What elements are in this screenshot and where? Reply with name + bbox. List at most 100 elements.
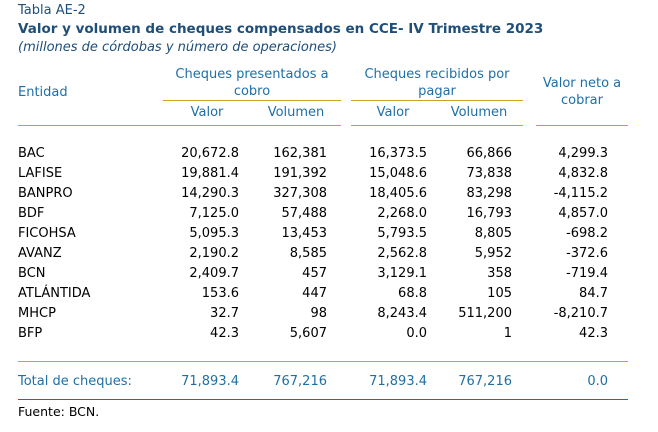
cell-entity: BFP bbox=[18, 326, 43, 341]
cell-rec-value: 0.0 bbox=[406, 326, 427, 341]
cell-pres-volume: 191,392 bbox=[273, 166, 327, 181]
header-entity: Entidad bbox=[18, 85, 68, 100]
cell-pres-volume: 57,488 bbox=[281, 206, 328, 221]
table-subtitle: (millones de córdobas y número de operac… bbox=[18, 40, 337, 55]
table-row: BAC 20,672.8 162,381 16,373.5 66,866 4,2… bbox=[0, 146, 658, 166]
cell-net: -698.2 bbox=[566, 226, 608, 241]
table-title: Valor y volumen de cheques compensados e… bbox=[18, 21, 544, 37]
header-received: Cheques recibidos por pagar bbox=[351, 66, 523, 100]
table-row: MHCP 32.7 98 8,243.4 511,200 -8,210.7 bbox=[0, 306, 658, 326]
table-row: LAFISE 19,881.4 191,392 15,048.6 73,838 … bbox=[0, 166, 658, 186]
cell-pres-value: 153.6 bbox=[201, 286, 239, 301]
total-pres-value: 71,893.4 bbox=[181, 374, 239, 389]
header-received-line1: Cheques recibidos por bbox=[364, 67, 510, 82]
table-row: AVANZ 2,190.2 8,585 2,562.8 5,952 -372.6 bbox=[0, 246, 658, 266]
cell-pres-volume: 8,585 bbox=[289, 246, 327, 261]
cell-rec-value: 18,405.6 bbox=[369, 186, 427, 201]
source-note: Fuente: BCN. bbox=[18, 404, 100, 419]
cell-pres-value: 19,881.4 bbox=[181, 166, 239, 181]
cell-rec-volume: 73,838 bbox=[466, 166, 513, 181]
cell-entity: FICOHSA bbox=[18, 226, 76, 241]
cell-rec-volume: 83,298 bbox=[466, 186, 513, 201]
table-row: BFP 42.3 5,607 0.0 1 42.3 bbox=[0, 326, 658, 346]
cell-rec-volume: 358 bbox=[487, 266, 512, 281]
cell-entity: MHCP bbox=[18, 306, 56, 321]
cell-pres-value: 7,125.0 bbox=[189, 206, 239, 221]
rule-presented bbox=[163, 100, 341, 101]
table-row: BCN 2,409.7 457 3,129.1 358 -719.4 bbox=[0, 266, 658, 286]
rule-received bbox=[351, 100, 523, 101]
table-row: FICOHSA 5,095.3 13,453 5,793.5 8,805 -69… bbox=[0, 226, 658, 246]
cell-entity: BAC bbox=[18, 146, 45, 161]
table-row: BDF 7,125.0 57,488 2,268.0 16,793 4,857.… bbox=[0, 206, 658, 226]
cell-pres-volume: 327,308 bbox=[273, 186, 327, 201]
table-row: BANPRO 14,290.3 327,308 18,405.6 83,298 … bbox=[0, 186, 658, 206]
cell-rec-value: 16,373.5 bbox=[369, 146, 427, 161]
cell-pres-volume: 13,453 bbox=[281, 226, 328, 241]
header-net-line2: cobrar bbox=[560, 93, 603, 108]
cell-pres-volume: 457 bbox=[302, 266, 327, 281]
cell-pres-value: 32.7 bbox=[210, 306, 239, 321]
cell-pres-value: 2,190.2 bbox=[189, 246, 239, 261]
header-pres-value: Valor bbox=[190, 105, 224, 120]
total-rec-value: 71,893.4 bbox=[369, 374, 427, 389]
cell-rec-volume: 66,866 bbox=[466, 146, 513, 161]
cell-rec-value: 2,268.0 bbox=[377, 206, 427, 221]
header-pres-volume: Volumen bbox=[267, 105, 325, 120]
cell-pres-volume: 162,381 bbox=[273, 146, 327, 161]
rule-header-bottom-net bbox=[536, 125, 628, 126]
cell-pres-value: 42.3 bbox=[210, 326, 239, 341]
cell-net: -372.6 bbox=[566, 246, 608, 261]
cell-entity: BDF bbox=[18, 206, 45, 221]
cell-net: -8,210.7 bbox=[553, 306, 608, 321]
cell-rec-value: 8,243.4 bbox=[377, 306, 427, 321]
cell-entity: BANPRO bbox=[18, 186, 73, 201]
rule-header-bottom bbox=[18, 125, 341, 126]
cell-entity: BCN bbox=[18, 266, 46, 281]
cell-rec-volume: 16,793 bbox=[466, 206, 513, 221]
header-rec-volume: Volumen bbox=[450, 105, 508, 120]
cell-net: 4,857.0 bbox=[558, 206, 608, 221]
cell-rec-volume: 1 bbox=[503, 326, 512, 341]
cell-entity: AVANZ bbox=[18, 246, 62, 261]
cell-rec-volume: 511,200 bbox=[458, 306, 512, 321]
header-presented: Cheques presentados a cobro bbox=[163, 66, 341, 100]
total-label: Total de cheques: bbox=[18, 374, 132, 389]
cell-rec-value: 5,793.5 bbox=[377, 226, 427, 241]
header-net: Valor neto a cobrar bbox=[536, 75, 628, 109]
cell-rec-value: 15,048.6 bbox=[369, 166, 427, 181]
cell-rec-volume: 8,805 bbox=[474, 226, 512, 241]
header-presented-line1: Cheques presentados a bbox=[175, 67, 329, 82]
total-pres-volume: 767,216 bbox=[273, 374, 327, 389]
header-rec-value: Valor bbox=[376, 105, 410, 120]
cell-pres-volume: 447 bbox=[302, 286, 327, 301]
total-rec-volume: 767,216 bbox=[458, 374, 512, 389]
total-net: 0.0 bbox=[587, 374, 608, 389]
cell-pres-volume: 5,607 bbox=[289, 326, 327, 341]
cell-pres-value: 5,095.3 bbox=[189, 226, 239, 241]
cell-rec-value: 68.8 bbox=[398, 286, 427, 301]
cell-net: 42.3 bbox=[579, 326, 608, 341]
table-tag: Tabla AE-2 bbox=[18, 3, 86, 18]
cell-net: 4,832.8 bbox=[558, 166, 608, 181]
rule-after-total bbox=[18, 399, 628, 400]
cell-net: 4,299.3 bbox=[558, 146, 608, 161]
header-presented-line2: cobro bbox=[233, 84, 271, 99]
cell-entity: ATLÁNTIDA bbox=[18, 286, 91, 301]
header-net-line1: Valor neto a bbox=[542, 76, 622, 91]
header-received-line2: pagar bbox=[418, 84, 456, 99]
cell-pres-value: 14,290.3 bbox=[181, 186, 239, 201]
cell-pres-value: 20,672.8 bbox=[181, 146, 239, 161]
cell-rec-value: 3,129.1 bbox=[377, 266, 427, 281]
cell-rec-volume: 105 bbox=[487, 286, 512, 301]
rule-before-total bbox=[18, 361, 628, 362]
cell-net: -719.4 bbox=[566, 266, 608, 281]
total-row: Total de cheques: 71,893.4 767,216 71,89… bbox=[0, 374, 658, 394]
table-row: ATLÁNTIDA 153.6 447 68.8 105 84.7 bbox=[0, 286, 658, 306]
cell-pres-volume: 98 bbox=[310, 306, 327, 321]
cell-net: -4,115.2 bbox=[553, 186, 608, 201]
cell-net: 84.7 bbox=[579, 286, 608, 301]
cell-entity: LAFISE bbox=[18, 166, 63, 181]
cell-pres-value: 2,409.7 bbox=[189, 266, 239, 281]
cell-rec-value: 2,562.8 bbox=[377, 246, 427, 261]
